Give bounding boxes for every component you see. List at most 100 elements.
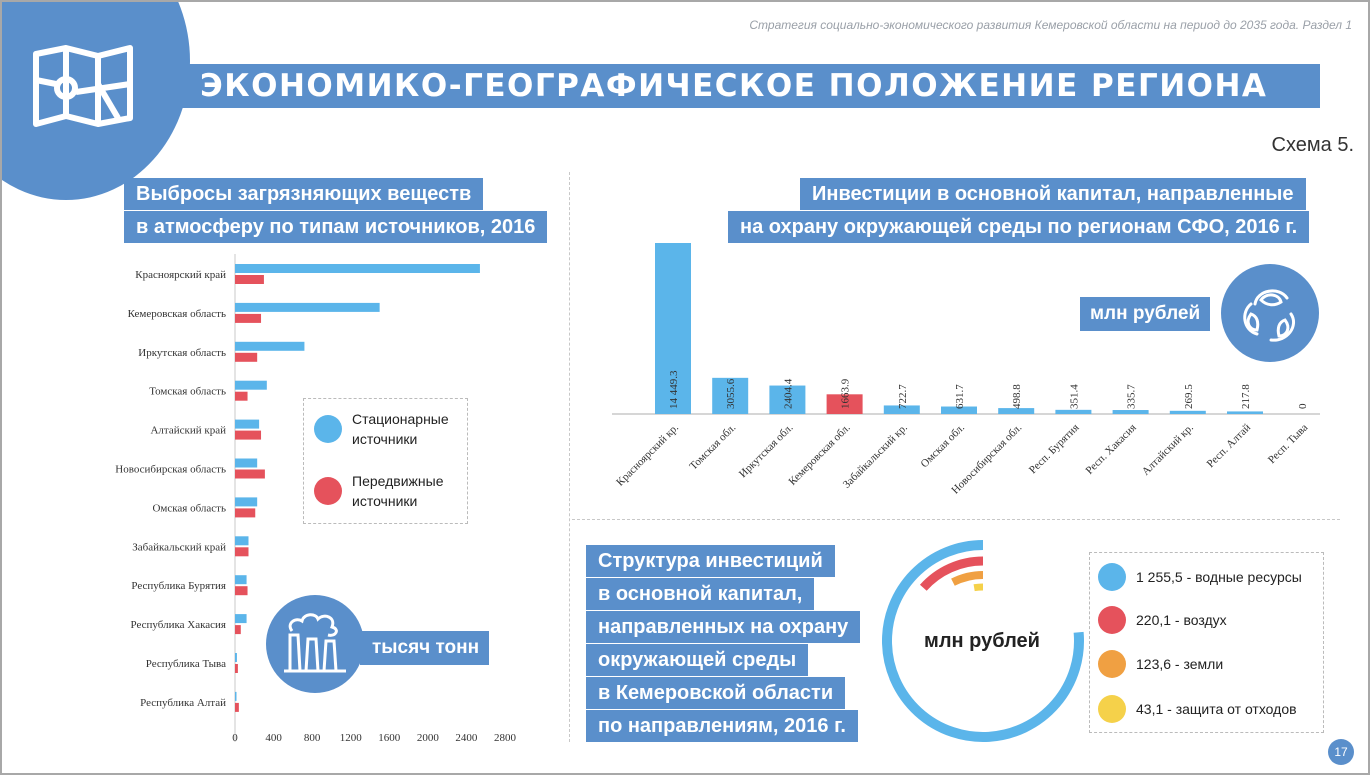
structure-title-line1: Структура инвестиций bbox=[586, 545, 835, 577]
structure-title-line6: по направлениям, 2016 г. bbox=[586, 710, 858, 742]
investments-category-label: Красноярский кр. bbox=[614, 421, 681, 488]
investments-bar bbox=[883, 405, 920, 414]
investments-value-label: 2404.4 bbox=[782, 378, 794, 409]
investments-unit: млн рублей bbox=[1080, 297, 1211, 331]
legend-stationary-line2: источники bbox=[352, 431, 418, 447]
title-banner bbox=[182, 64, 1320, 108]
structure-ring-3 bbox=[973, 583, 984, 592]
investments-value-label: 0 bbox=[1297, 403, 1309, 409]
emissions-bar-mobile bbox=[235, 275, 264, 284]
emissions-chart: Красноярский край Кемеровская область Ирку… bbox=[115, 254, 517, 744]
investments-value-label: 498.8 bbox=[1011, 384, 1023, 409]
emissions-bar-mobile bbox=[235, 586, 248, 596]
legend-land: 123,6 - земли bbox=[1136, 656, 1224, 672]
structure-legend: 1 255,5 - водные ресурсы 220,1 - воздух … bbox=[1089, 552, 1324, 733]
emissions-unit: тысяч тонн bbox=[360, 631, 490, 665]
legend-mobile-line2: источники bbox=[352, 493, 418, 509]
emissions-bar-stationary bbox=[235, 497, 258, 507]
emissions-title-line2: в атмосферу по типам источников, 2016 bbox=[124, 211, 548, 243]
legend-marker-mobile bbox=[314, 477, 342, 505]
investments-value-label: 351.4 bbox=[1068, 384, 1080, 409]
emissions-bar-mobile bbox=[235, 391, 248, 401]
structure-ring-2 bbox=[951, 571, 984, 586]
investments-category-label: Омская обл. bbox=[919, 421, 968, 470]
investments-category-label: Кемеровская обл. bbox=[787, 421, 853, 487]
legend-mobile: Передвижные источники bbox=[352, 471, 444, 511]
investments-bar bbox=[1112, 410, 1149, 414]
investments-category-label: Томская обл. bbox=[687, 421, 738, 472]
structure-title-line4: окружающей среды bbox=[586, 644, 809, 676]
investments-value-label: 14 449.3 bbox=[668, 370, 680, 409]
emissions-bar-stationary bbox=[235, 302, 380, 312]
legend-stationary-line1: Стационарные bbox=[352, 411, 449, 427]
emissions-category-label: Красноярский край bbox=[135, 269, 226, 281]
emissions-bar-mobile bbox=[235, 547, 249, 557]
emissions-bar-mobile bbox=[235, 664, 238, 673]
emissions-bar-mobile bbox=[235, 702, 239, 712]
emissions-bar-stationary bbox=[235, 614, 247, 624]
emissions-category-label: Омская область bbox=[152, 502, 226, 514]
emissions-x-tick: 2400 bbox=[455, 732, 478, 744]
divider-vertical bbox=[569, 172, 570, 742]
investments-bar bbox=[769, 385, 806, 414]
divider-horizontal bbox=[572, 519, 1340, 520]
emissions-category-label: Республика Алтай bbox=[140, 697, 226, 709]
emissions-bar-mobile bbox=[235, 625, 241, 635]
legend-air: 220,1 - воздух bbox=[1136, 612, 1227, 628]
emissions-title-line1: Выбросы загрязняющих веществ bbox=[124, 178, 484, 210]
legend-marker-water bbox=[1098, 563, 1126, 591]
emissions-category-label: Алтайский край bbox=[150, 425, 226, 437]
emissions-bar-mobile bbox=[235, 352, 258, 362]
investments-value-label: 335.7 bbox=[1126, 384, 1138, 409]
scheme-label: Схема 5. bbox=[1271, 134, 1354, 156]
investments-bar bbox=[712, 377, 749, 414]
emissions-x-tick: 2000 bbox=[417, 732, 440, 744]
investments-bar bbox=[1055, 409, 1092, 414]
page-title: ЭКОНОМИКО-ГЕОГРАФИЧЕСКОЕ ПОЛОЖЕНИЕ РЕГИО… bbox=[200, 68, 1268, 104]
investments-bar bbox=[998, 408, 1035, 414]
legend-marker-air bbox=[1098, 606, 1126, 634]
structure-title-line2: в основной капитал, bbox=[586, 578, 815, 610]
emissions-category-label: Кемеровская область bbox=[128, 308, 226, 320]
legend-waste: 43,1 - защита от отходов bbox=[1136, 701, 1297, 717]
investments-category-label: Алтайский кр. bbox=[1140, 421, 1196, 477]
emissions-x-tick: 0 bbox=[232, 732, 238, 744]
recycle-leaves-icon bbox=[1221, 264, 1319, 362]
emissions-x-tick: 1600 bbox=[378, 732, 401, 744]
emissions-bar-stationary bbox=[235, 380, 267, 390]
legend-marker-stationary bbox=[314, 415, 342, 443]
emissions-bar-stationary bbox=[235, 653, 237, 662]
structure-title-line5: в Кемеровской области bbox=[586, 677, 846, 709]
legend-marker-land bbox=[1098, 650, 1126, 678]
header-subtitle: Стратегия социально-экономического разви… bbox=[749, 18, 1352, 32]
structure-ring-0 bbox=[882, 540, 1084, 742]
investments-category-label: Респ. Алтай bbox=[1205, 422, 1254, 471]
emissions-bar-stationary bbox=[235, 264, 480, 273]
emissions-bar-mobile bbox=[235, 469, 265, 479]
investments-value-label: 722.7 bbox=[897, 384, 909, 409]
legend-water: 1 255,5 - водные ресурсы bbox=[1136, 569, 1302, 585]
investments-bar bbox=[941, 406, 977, 414]
emissions-category-label: Томская область bbox=[149, 386, 226, 398]
emissions-bar-stationary bbox=[235, 458, 258, 468]
legend-marker-waste bbox=[1098, 695, 1126, 723]
investments-value-label: 631.7 bbox=[954, 384, 966, 409]
emissions-category-label: Республика Тыва bbox=[146, 658, 226, 670]
investments-bar bbox=[1227, 411, 1263, 414]
emissions-bar-mobile bbox=[235, 430, 262, 440]
emissions-x-tick: 1200 bbox=[340, 732, 363, 744]
investments-category-label: Забайкальский кр. bbox=[841, 421, 910, 490]
emissions-category-label: Республика Хакасия bbox=[131, 619, 226, 631]
emissions-bar-stationary bbox=[235, 341, 305, 351]
emissions-x-tick: 800 bbox=[304, 732, 321, 744]
map-icon bbox=[33, 45, 133, 127]
investments-category-label: Респ. Бурятия bbox=[1027, 422, 1082, 477]
emissions-category-label: Иркутская область bbox=[138, 347, 226, 359]
structure-ring-1 bbox=[919, 556, 984, 591]
investments-category-label: Респ. Тыва bbox=[1266, 422, 1311, 467]
structure-title-line3: направленных на охрану bbox=[586, 611, 861, 643]
investments-bar bbox=[826, 394, 863, 414]
investments-value-label: 217.8 bbox=[1240, 384, 1252, 409]
emissions-x-tick: 2800 bbox=[494, 732, 517, 744]
